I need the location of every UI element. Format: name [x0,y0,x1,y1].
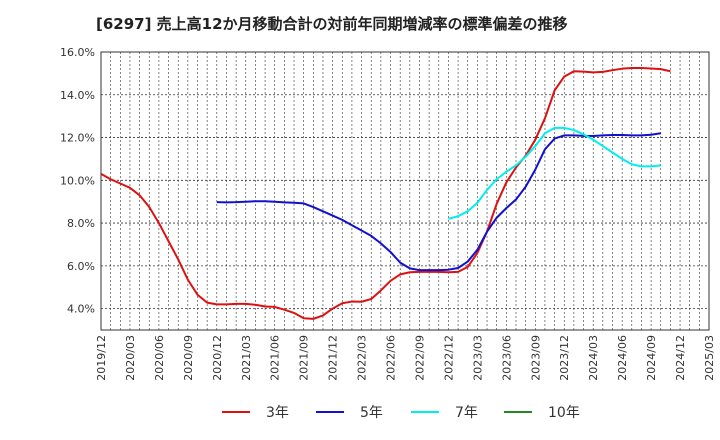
x-tick-label: 2021/12 [327,335,340,381]
x-tick-label: 2019/12 [95,335,108,381]
x-tick-label: 2021/03 [240,335,253,381]
series-line-3年 [100,67,671,320]
x-tick-label: 2024/09 [645,335,658,381]
x-tick-label: 2023/09 [529,335,542,381]
x-tick-label: 2024/03 [587,335,600,381]
y-tick-label: 6.0% [67,260,95,273]
y-tick-label: 12.0% [60,132,95,145]
legend-label-10年: 10年 [548,405,580,421]
x-tick-label: 2020/12 [211,335,224,381]
x-tick-label: 2021/06 [269,335,282,381]
x-tick-label: 2023/12 [558,335,571,381]
plot-frame [100,51,710,331]
y-tick-label: 4.0% [67,303,95,316]
x-tick-label: 2024/12 [674,335,687,381]
series-line-7年 [448,126,661,220]
x-tick-label: 2022/12 [442,335,455,381]
legend-label-3年: 3年 [266,405,289,421]
y-tick-label: 14.0% [60,89,95,102]
legend-label-7年: 7年 [455,405,478,421]
y-tick-label: 10.0% [60,174,95,187]
x-tick-label: 2023/03 [471,335,484,381]
x-tick-label: 2023/06 [500,335,513,381]
legend-label-5年: 5年 [360,405,383,421]
x-tick-label: 2022/06 [385,335,398,381]
x-tick-label: 2021/09 [298,335,311,381]
x-tick-label: 2020/03 [124,335,137,381]
y-tick-label: 16.0% [60,46,95,59]
x-tick-label: 2020/06 [153,335,166,381]
x-tick-label: 2022/03 [356,335,369,381]
chart-title: [6297] 売上高12か月移動合計の対前年同期増減率の標準偏差の推移 [96,15,568,33]
y-tick-label: 8.0% [67,217,95,230]
x-tick-label: 2020/09 [182,335,195,381]
x-tick-label: 2022/09 [413,335,426,381]
x-tick-label: 2024/06 [616,335,629,381]
x-tick-label: 2025/03 [703,335,716,381]
